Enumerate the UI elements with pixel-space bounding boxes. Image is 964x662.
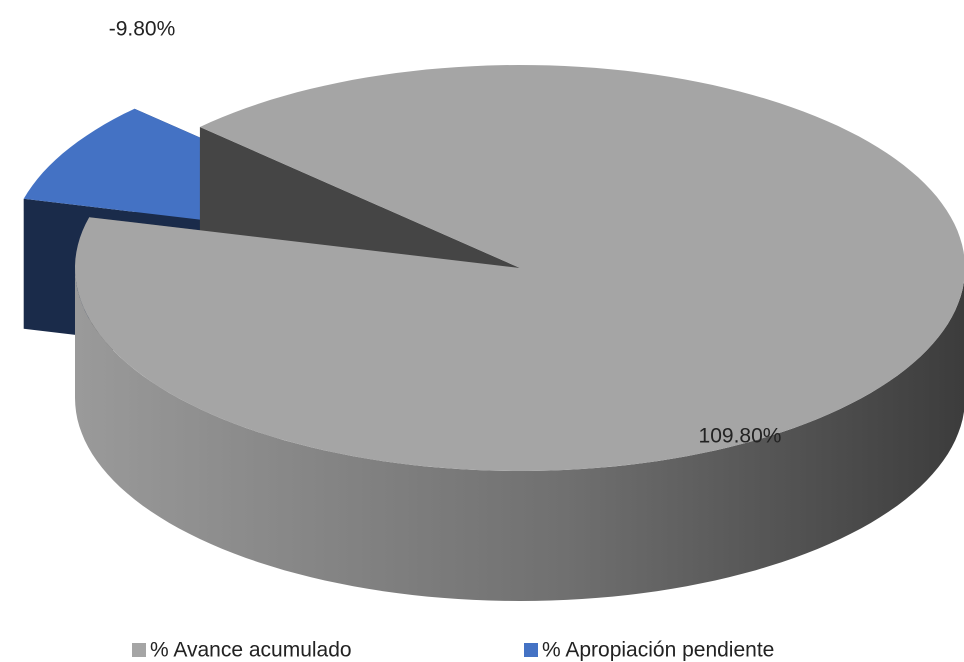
data-label: -9.80% bbox=[109, 18, 176, 41]
slice bbox=[75, 65, 964, 471]
legend-swatch bbox=[524, 643, 538, 657]
data-label: 109.80% bbox=[699, 425, 782, 448]
legend-label: % Avance acumulado bbox=[150, 639, 352, 662]
slice-side bbox=[75, 268, 964, 601]
legend-label: % Apropiación pendiente bbox=[542, 639, 774, 662]
legend-swatch bbox=[132, 643, 146, 657]
